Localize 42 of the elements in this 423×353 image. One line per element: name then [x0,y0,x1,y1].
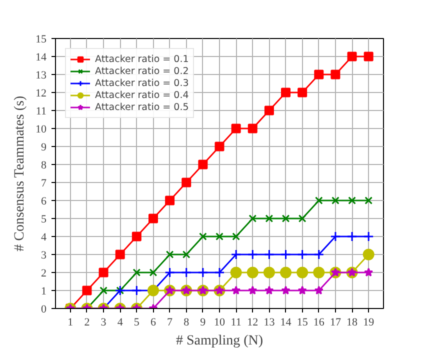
y-tick-label: 7 [41,178,47,190]
legend-label: Attacker ratio = 0.1 [95,53,189,65]
x-tick-label: 5 [134,316,140,328]
x-tick-label: 14 [280,316,292,328]
x-tick-label: 8 [184,316,190,328]
x-tick-label: 4 [117,316,124,328]
x-tick-label: 3 [100,316,107,328]
y-tick-label: 12 [36,88,46,100]
x-tick-label: 19 [363,316,375,328]
legend-label: Attacker ratio = 0.5 [95,101,189,113]
x-tick-label: 2 [84,316,90,328]
y-tick-label: 6 [41,196,47,208]
x-tick-label: 10 [214,316,226,328]
legend-label: Attacker ratio = 0.2 [95,65,189,77]
legend-label: Attacker ratio = 0.3 [95,77,189,89]
y-tick-label: 10 [36,124,47,136]
y-tick-label: 15 [36,34,47,46]
y-tick-label: 2 [41,268,46,280]
y-tick-label: 5 [41,214,47,226]
x-tick-label: 6 [150,316,156,328]
y-axis-title: # Consensus Teammates (s) [12,96,28,252]
y-tick-label: 3 [41,250,47,262]
x-tick-label: 9 [200,316,206,328]
x-tick-label: 7 [167,316,174,328]
y-tick-label: 8 [41,160,47,172]
y-tick-label: 4 [41,232,47,244]
x-axis-title: # Sampling (N) [176,334,264,348]
x-tick-label: 16 [313,316,325,328]
y-tick-label: 14 [36,52,47,64]
x-tick-label: 11 [230,316,242,328]
y-tick-label: 9 [41,142,47,154]
y-tick-label: 1 [41,286,46,298]
x-tick-label: 18 [346,316,358,328]
y-tick-label: 0 [41,304,47,316]
x-tick-label: 12 [247,316,258,328]
y-tick-label: 13 [36,70,47,82]
legend-label: Attacker ratio = 0.4 [95,89,189,101]
x-tick-label: 13 [264,316,276,328]
y-tick-label: 11 [36,106,46,118]
x-tick-label: 17 [330,316,342,328]
x-tick-label: 15 [296,316,308,328]
x-tick-label: 1 [68,316,74,328]
